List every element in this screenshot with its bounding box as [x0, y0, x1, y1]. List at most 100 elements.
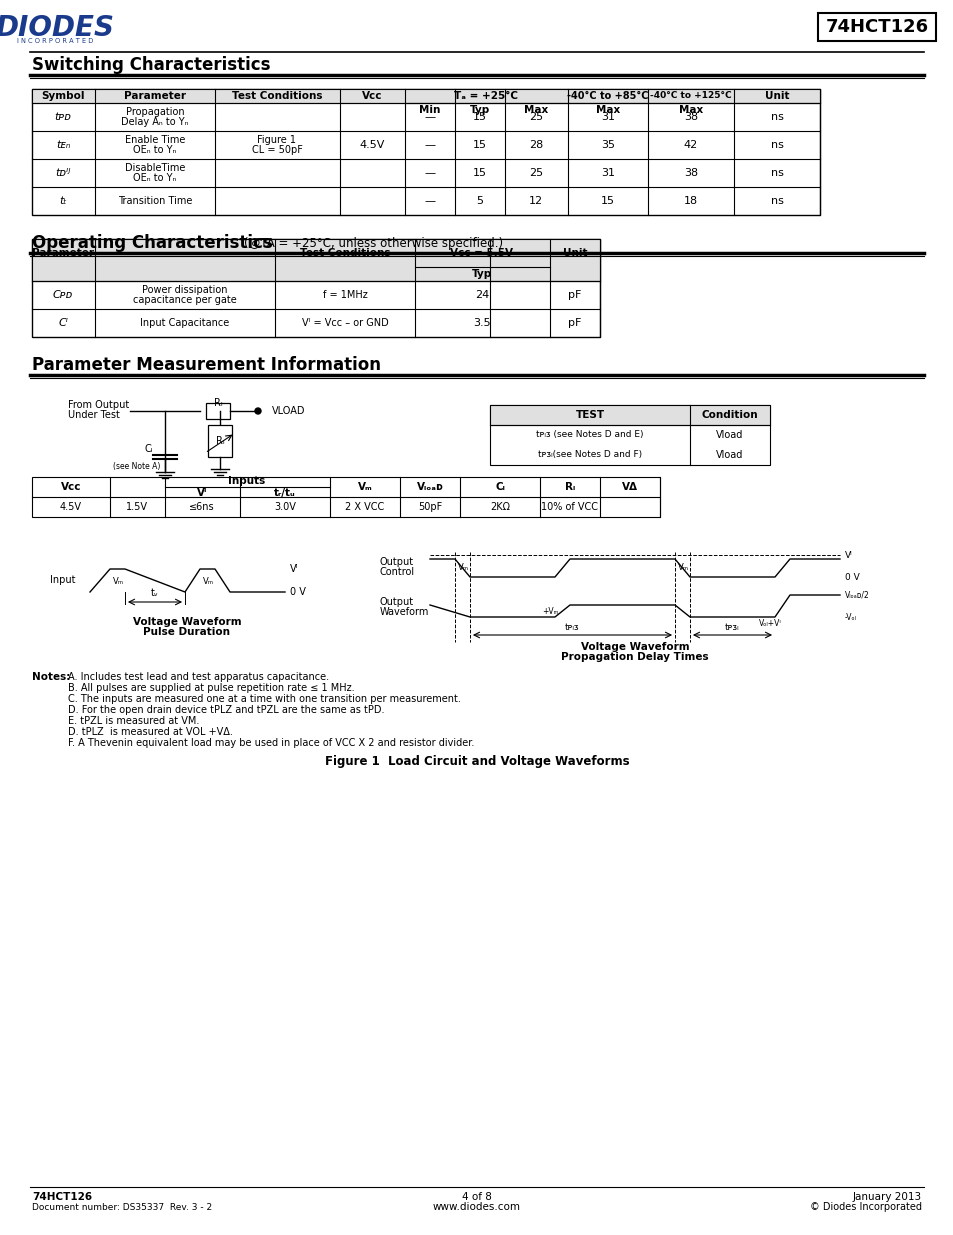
- Text: 38: 38: [683, 168, 698, 178]
- Circle shape: [254, 408, 261, 414]
- Text: Min: Min: [419, 105, 440, 115]
- Text: 3.0V: 3.0V: [274, 501, 295, 513]
- Text: Notes:: Notes:: [32, 672, 71, 682]
- Text: D. tPLZ  is measured at VOL +VΔ.: D. tPLZ is measured at VOL +VΔ.: [68, 727, 233, 737]
- Text: tᴘᴣₗ(see Notes D and F): tᴘᴣₗ(see Notes D and F): [537, 451, 641, 459]
- Text: —: —: [424, 196, 436, 206]
- Text: tᴘₗᴣ: tᴘₗᴣ: [564, 622, 578, 632]
- Text: OEₙ to Yₙ: OEₙ to Yₙ: [133, 144, 176, 156]
- Text: 2 X VCC: 2 X VCC: [345, 501, 384, 513]
- Text: -40°C to +125°C: -40°C to +125°C: [650, 91, 731, 100]
- Text: -40°C to +85°C: -40°C to +85°C: [567, 91, 648, 101]
- Text: 25: 25: [528, 168, 542, 178]
- Text: 50pF: 50pF: [417, 501, 441, 513]
- Text: Voltage Waveform: Voltage Waveform: [580, 642, 689, 652]
- Text: 28: 28: [528, 140, 542, 149]
- Text: -Vₒₗ: -Vₒₗ: [844, 613, 856, 621]
- Text: ns: ns: [770, 140, 782, 149]
- Bar: [32, 240, 599, 282]
- Text: www.diodes.com: www.diodes.com: [433, 1202, 520, 1212]
- Text: Vᴵ: Vᴵ: [290, 564, 298, 574]
- Text: Max: Max: [679, 105, 702, 115]
- Text: Waveform: Waveform: [379, 606, 429, 618]
- Text: 18: 18: [683, 196, 698, 206]
- Text: Unit: Unit: [562, 248, 587, 258]
- Text: 42: 42: [683, 140, 698, 149]
- Text: Vₘ: Vₘ: [457, 563, 469, 573]
- Text: Under Test: Under Test: [68, 410, 120, 420]
- Text: Vᴵ: Vᴵ: [196, 488, 207, 498]
- Text: VΔ: VΔ: [621, 482, 638, 492]
- Text: 2KΩ: 2KΩ: [490, 501, 510, 513]
- Text: Test Conditions: Test Conditions: [299, 248, 390, 258]
- Text: 35: 35: [600, 140, 615, 149]
- Text: VLOAD: VLOAD: [272, 406, 305, 416]
- Text: Vᴄᴄ: Vᴄᴄ: [361, 91, 382, 101]
- Text: (see Note A): (see Note A): [112, 462, 160, 472]
- Bar: [490, 405, 769, 425]
- Text: —: —: [424, 140, 436, 149]
- Text: 15: 15: [473, 140, 486, 149]
- Text: 24: 24: [475, 290, 489, 300]
- Text: 15: 15: [473, 168, 486, 178]
- Text: Output: Output: [379, 557, 414, 567]
- Text: pF: pF: [568, 317, 581, 329]
- Text: Max: Max: [523, 105, 548, 115]
- Text: 4.5V: 4.5V: [359, 140, 384, 149]
- Text: Vₗₒₐᴅ: Vₗₒₐᴅ: [416, 482, 443, 492]
- Text: Typ: Typ: [472, 269, 492, 279]
- Text: 31: 31: [600, 112, 615, 122]
- Text: 10% of VCC: 10% of VCC: [541, 501, 598, 513]
- Text: Max: Max: [596, 105, 619, 115]
- Text: CL = 50pF: CL = 50pF: [252, 144, 302, 156]
- Text: tᵥ: tᵥ: [151, 588, 159, 598]
- Text: © Diodes Incorporated: © Diodes Incorporated: [809, 1202, 921, 1212]
- Text: Switching Characteristics: Switching Characteristics: [32, 56, 271, 74]
- Bar: [32, 89, 820, 215]
- Text: Propagation Delay Times: Propagation Delay Times: [560, 652, 708, 662]
- Text: —: —: [424, 168, 436, 178]
- Text: Output: Output: [379, 597, 414, 606]
- Text: B. All pulses are supplied at pulse repetition rate ≤ 1 MHz.: B. All pulses are supplied at pulse repe…: [68, 683, 355, 693]
- Text: Control: Control: [379, 567, 415, 577]
- Text: Rₗ: Rₗ: [564, 482, 575, 492]
- Text: Vᴄᴄ = 5.5V: Vᴄᴄ = 5.5V: [450, 248, 513, 258]
- Text: Rₗ: Rₗ: [213, 398, 222, 408]
- Text: Vᴵ = Vᴄᴄ – or GND: Vᴵ = Vᴄᴄ – or GND: [301, 317, 388, 329]
- Text: DIODES: DIODES: [0, 14, 114, 42]
- Text: 15: 15: [473, 112, 486, 122]
- Text: tᴅᴵᴶ: tᴅᴵᴶ: [55, 168, 71, 178]
- Text: ns: ns: [770, 196, 782, 206]
- Text: tᴘₗᴣ (see Notes D and E): tᴘₗᴣ (see Notes D and E): [536, 431, 643, 440]
- Text: Parameter: Parameter: [124, 91, 186, 101]
- Bar: [32, 89, 820, 103]
- Text: 5: 5: [476, 196, 483, 206]
- Text: Input Capacitance: Input Capacitance: [140, 317, 230, 329]
- Text: Test Conditions: Test Conditions: [232, 91, 322, 101]
- Text: Vₘ: Vₘ: [678, 563, 688, 573]
- Text: Vₘ: Vₘ: [112, 577, 124, 585]
- Text: Parameter Measurement Information: Parameter Measurement Information: [32, 356, 380, 374]
- Text: Typ: Typ: [470, 105, 490, 115]
- Text: Parameter: Parameter: [32, 248, 94, 258]
- Text: Enable Time: Enable Time: [125, 135, 185, 144]
- Text: C. The inputs are measured one at a time with one transition per measurement.: C. The inputs are measured one at a time…: [68, 694, 460, 704]
- Text: Cₗ: Cₗ: [495, 482, 504, 492]
- Text: DisableTime: DisableTime: [125, 163, 185, 173]
- Text: Pulse Duration: Pulse Duration: [143, 627, 231, 637]
- Bar: [208, 425, 232, 457]
- Text: I N C O R P O R A T E D: I N C O R P O R A T E D: [17, 38, 93, 44]
- Text: 1.5V: 1.5V: [126, 501, 148, 513]
- Text: Power dissipation: Power dissipation: [142, 285, 228, 295]
- Text: tᴇₙ: tᴇₙ: [56, 140, 71, 149]
- Bar: [817, 14, 935, 41]
- Text: 4.5V: 4.5V: [60, 501, 82, 513]
- Text: E. tPZL is measured at VM.: E. tPZL is measured at VM.: [68, 716, 199, 726]
- Text: Vₒₗ+Vᴵ: Vₒₗ+Vᴵ: [758, 620, 781, 629]
- Text: A. Includes test lead and test apparatus capacitance.: A. Includes test lead and test apparatus…: [68, 672, 329, 682]
- Text: January 2013: January 2013: [852, 1192, 921, 1202]
- Text: F. A Thevenin equivalent load may be used in place of VCC X 2 and resistor divid: F. A Thevenin equivalent load may be use…: [68, 739, 474, 748]
- Text: pF: pF: [568, 290, 581, 300]
- Text: Inputs: Inputs: [228, 475, 265, 487]
- Text: Delay Aₙ to Yₙ: Delay Aₙ to Yₙ: [121, 117, 189, 127]
